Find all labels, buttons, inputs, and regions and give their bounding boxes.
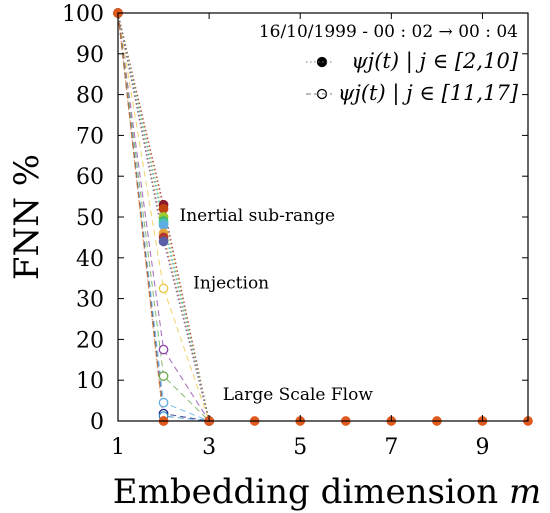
legend: 16/10/1999 - 00 : 02 → 00 : 04 ψj(t) | j… (259, 22, 519, 106)
series-line-10 (117, 12, 210, 422)
x-tick-label: 5 (293, 435, 307, 460)
x-axis-label-text: Embedding dimension (113, 472, 498, 512)
y-tick-label: 80 (76, 84, 104, 109)
x-tick-label: 9 (475, 435, 489, 460)
data-point-2 (158, 203, 169, 214)
annotation-1: Inertial sub-range (180, 206, 336, 226)
data-point-9 (158, 236, 169, 247)
legend-title: 16/10/1999 - 00 : 02 → 00 : 04 (259, 22, 518, 42)
x-axis-label-var: m (509, 472, 541, 512)
y-tick-label: 30 (76, 288, 104, 313)
y-tick-label: 50 (76, 206, 104, 231)
y-tick-label: 90 (76, 43, 104, 68)
data-point-6 (158, 220, 169, 231)
x-tick-label: 3 (202, 435, 216, 460)
axis-ticks (117, 12, 528, 422)
series-line-11 (117, 12, 210, 422)
x-axis-label: Embedding dimension m (113, 472, 541, 512)
y-tick-label: 20 (76, 328, 104, 353)
y-axis-label: FNN % (7, 154, 47, 280)
annotation-2: Injection (193, 273, 269, 293)
data-point-11 (158, 344, 169, 355)
data-point-10 (158, 283, 169, 294)
data-point-12 (158, 371, 169, 381)
legend-entries: ψj(t) | j ∈ [2,10] ψj(t) | j ∈ [11,17] (306, 49, 519, 106)
legend-label-1: ψj(t) | j ∈ [2,10] (351, 49, 519, 74)
y-tick-label: 40 (76, 247, 104, 272)
y-tick-label: 100 (62, 2, 104, 27)
y-tick-label: 10 (76, 369, 104, 394)
x-tick-label: 1 (111, 435, 125, 460)
y-tick-label: 60 (76, 165, 104, 190)
x-tick-label: 7 (384, 435, 398, 460)
legend-label-2: ψj(t) | j ∈ [11,17] (338, 81, 519, 106)
annotation-3: Large Scale Flow (223, 385, 374, 405)
annotations: Inertial sub-range Injection Large Scale F… (180, 206, 374, 405)
data-point-13 (158, 397, 169, 408)
y-tick-label: 0 (90, 410, 104, 435)
y-tick-label: 70 (76, 124, 104, 149)
